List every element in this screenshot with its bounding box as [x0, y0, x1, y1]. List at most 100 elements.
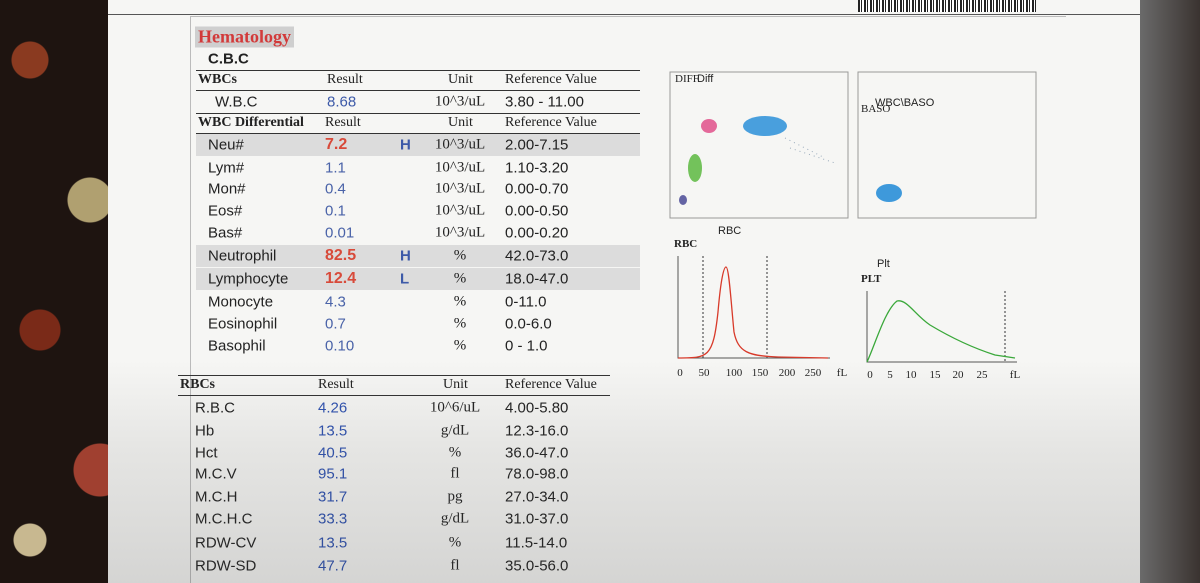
axis-label: 50 — [699, 367, 711, 379]
axis-label: 5 — [887, 369, 893, 381]
test-reference: 4.00-5.80 — [505, 399, 569, 417]
cluster — [701, 119, 717, 133]
test-unit: 10^3/uL — [434, 159, 486, 176]
test-name: M.C.V — [195, 465, 237, 483]
report-subtitle: C.B.C — [208, 50, 249, 68]
cluster — [743, 116, 787, 136]
test-unit: % — [448, 444, 462, 461]
test-unit: 10^6/uL — [429, 399, 481, 416]
test-name: RDW-CV — [195, 534, 257, 552]
rule — [178, 375, 610, 376]
column-header: Reference Value — [505, 377, 597, 392]
axis-label: 15 — [930, 369, 942, 381]
cluster — [679, 195, 687, 205]
test-name: Mon# — [208, 180, 246, 198]
column-header: WBC Differential — [198, 115, 304, 130]
test-reference: 0.00-0.20 — [505, 224, 569, 242]
paper — [108, 0, 1140, 583]
test-name: Basophil — [208, 337, 266, 355]
test-name: Bas# — [208, 224, 243, 242]
plot-axes — [677, 256, 830, 359]
test-unit: 10^3/uL — [434, 224, 486, 241]
test-name: RDW-SD — [195, 557, 257, 575]
plot-title: Plt — [877, 258, 890, 270]
test-unit: pg — [447, 488, 463, 505]
flag-band — [196, 134, 640, 156]
column-header: Unit — [448, 115, 473, 130]
plot-label: WBC\BASO — [875, 97, 935, 109]
plot-label-small: BASO — [861, 103, 890, 115]
axis-label: fL — [837, 367, 848, 379]
test-reference: 0.00-0.70 — [505, 180, 569, 198]
test-result: 8.68 — [327, 93, 357, 111]
axis-label: 150 — [752, 367, 769, 379]
test-reference: 0.0-6.0 — [505, 315, 552, 333]
test-name: Neutrophil — [208, 247, 277, 265]
test-result: 0.10 — [325, 337, 355, 355]
plot-frame — [669, 71, 849, 219]
test-result: 0.7 — [325, 315, 346, 333]
test-name: M.C.H — [195, 488, 238, 506]
test-name: R.B.C — [195, 399, 236, 417]
test-result: 47.7 — [318, 557, 348, 575]
test-result: 0.01 — [325, 224, 355, 242]
rule — [196, 70, 640, 71]
cluster — [688, 154, 702, 182]
baso-scatter: BASO WBC\BASO — [857, 71, 1037, 219]
test-unit: fl — [450, 557, 460, 574]
test-unit: % — [453, 293, 467, 310]
plot-label: Diff — [697, 73, 714, 85]
test-flag: H — [400, 136, 411, 154]
test-reference: 27.0-34.0 — [505, 488, 569, 506]
column-header: Result — [318, 377, 354, 392]
column-header: Reference Value — [505, 72, 597, 87]
plot-label: PLT — [861, 273, 882, 285]
report-title: Hematology — [195, 26, 294, 48]
axis-label: 10 — [906, 369, 918, 381]
axis-label: 20 — [953, 369, 965, 381]
test-unit: 10^3/uL — [434, 202, 486, 219]
axis-label: 25 — [977, 369, 989, 381]
plot-frame — [857, 71, 1037, 219]
test-reference: 0 - 1.0 — [505, 337, 548, 355]
test-reference: 0.00-0.50 — [505, 202, 569, 220]
background — [1140, 0, 1200, 583]
test-reference: 0-11.0 — [505, 293, 547, 311]
test-reference: 11.5-14.0 — [505, 534, 568, 552]
test-result: 12.4 — [325, 270, 357, 287]
test-reference: 2.00-7.15 — [505, 136, 569, 154]
test-flag: H — [400, 247, 411, 265]
report-frame — [190, 16, 1066, 583]
test-unit: % — [448, 534, 462, 551]
test-reference: 31.0-37.0 — [505, 510, 569, 528]
barcode — [858, 0, 1036, 12]
test-name: W.B.C — [215, 93, 258, 111]
axis-label: 0 — [867, 369, 873, 381]
top-rule — [108, 0, 1140, 15]
test-result: 95.1 — [318, 465, 348, 483]
test-result: 0.1 — [325, 202, 346, 220]
test-reference: 1.10-3.20 — [505, 159, 569, 177]
test-unit: 10^3/uL — [434, 93, 486, 110]
test-unit: % — [453, 315, 467, 332]
column-header: RBCs — [180, 377, 216, 392]
test-result: 33.3 — [318, 510, 348, 528]
test-result: 82.5 — [325, 247, 357, 264]
plot-label: RBC — [674, 238, 697, 250]
axis-label: 0 — [677, 367, 683, 379]
test-reference: 12.3-16.0 — [505, 422, 569, 440]
test-name: Eos# — [208, 202, 243, 220]
test-result: 40.5 — [318, 444, 348, 462]
test-name: Hct — [195, 444, 218, 462]
rule — [196, 113, 640, 114]
test-result: 1.1 — [325, 159, 346, 177]
test-unit: % — [453, 247, 467, 264]
plot-title: RBC — [718, 225, 741, 237]
histogram-curve — [677, 266, 829, 359]
diff-scatter: DIFF Diff — [669, 71, 849, 219]
test-result: 0.4 — [325, 180, 346, 198]
scatter-dots — [784, 137, 836, 164]
plot-axes — [866, 291, 1017, 363]
test-name: Lymphocyte — [208, 270, 289, 288]
